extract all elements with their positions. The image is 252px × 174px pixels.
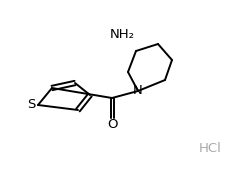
- Text: N: N: [133, 85, 143, 97]
- Text: S: S: [27, 98, 35, 112]
- Text: NH₂: NH₂: [110, 29, 135, 42]
- Text: HCl: HCl: [199, 141, 222, 155]
- Text: O: O: [107, 117, 117, 130]
